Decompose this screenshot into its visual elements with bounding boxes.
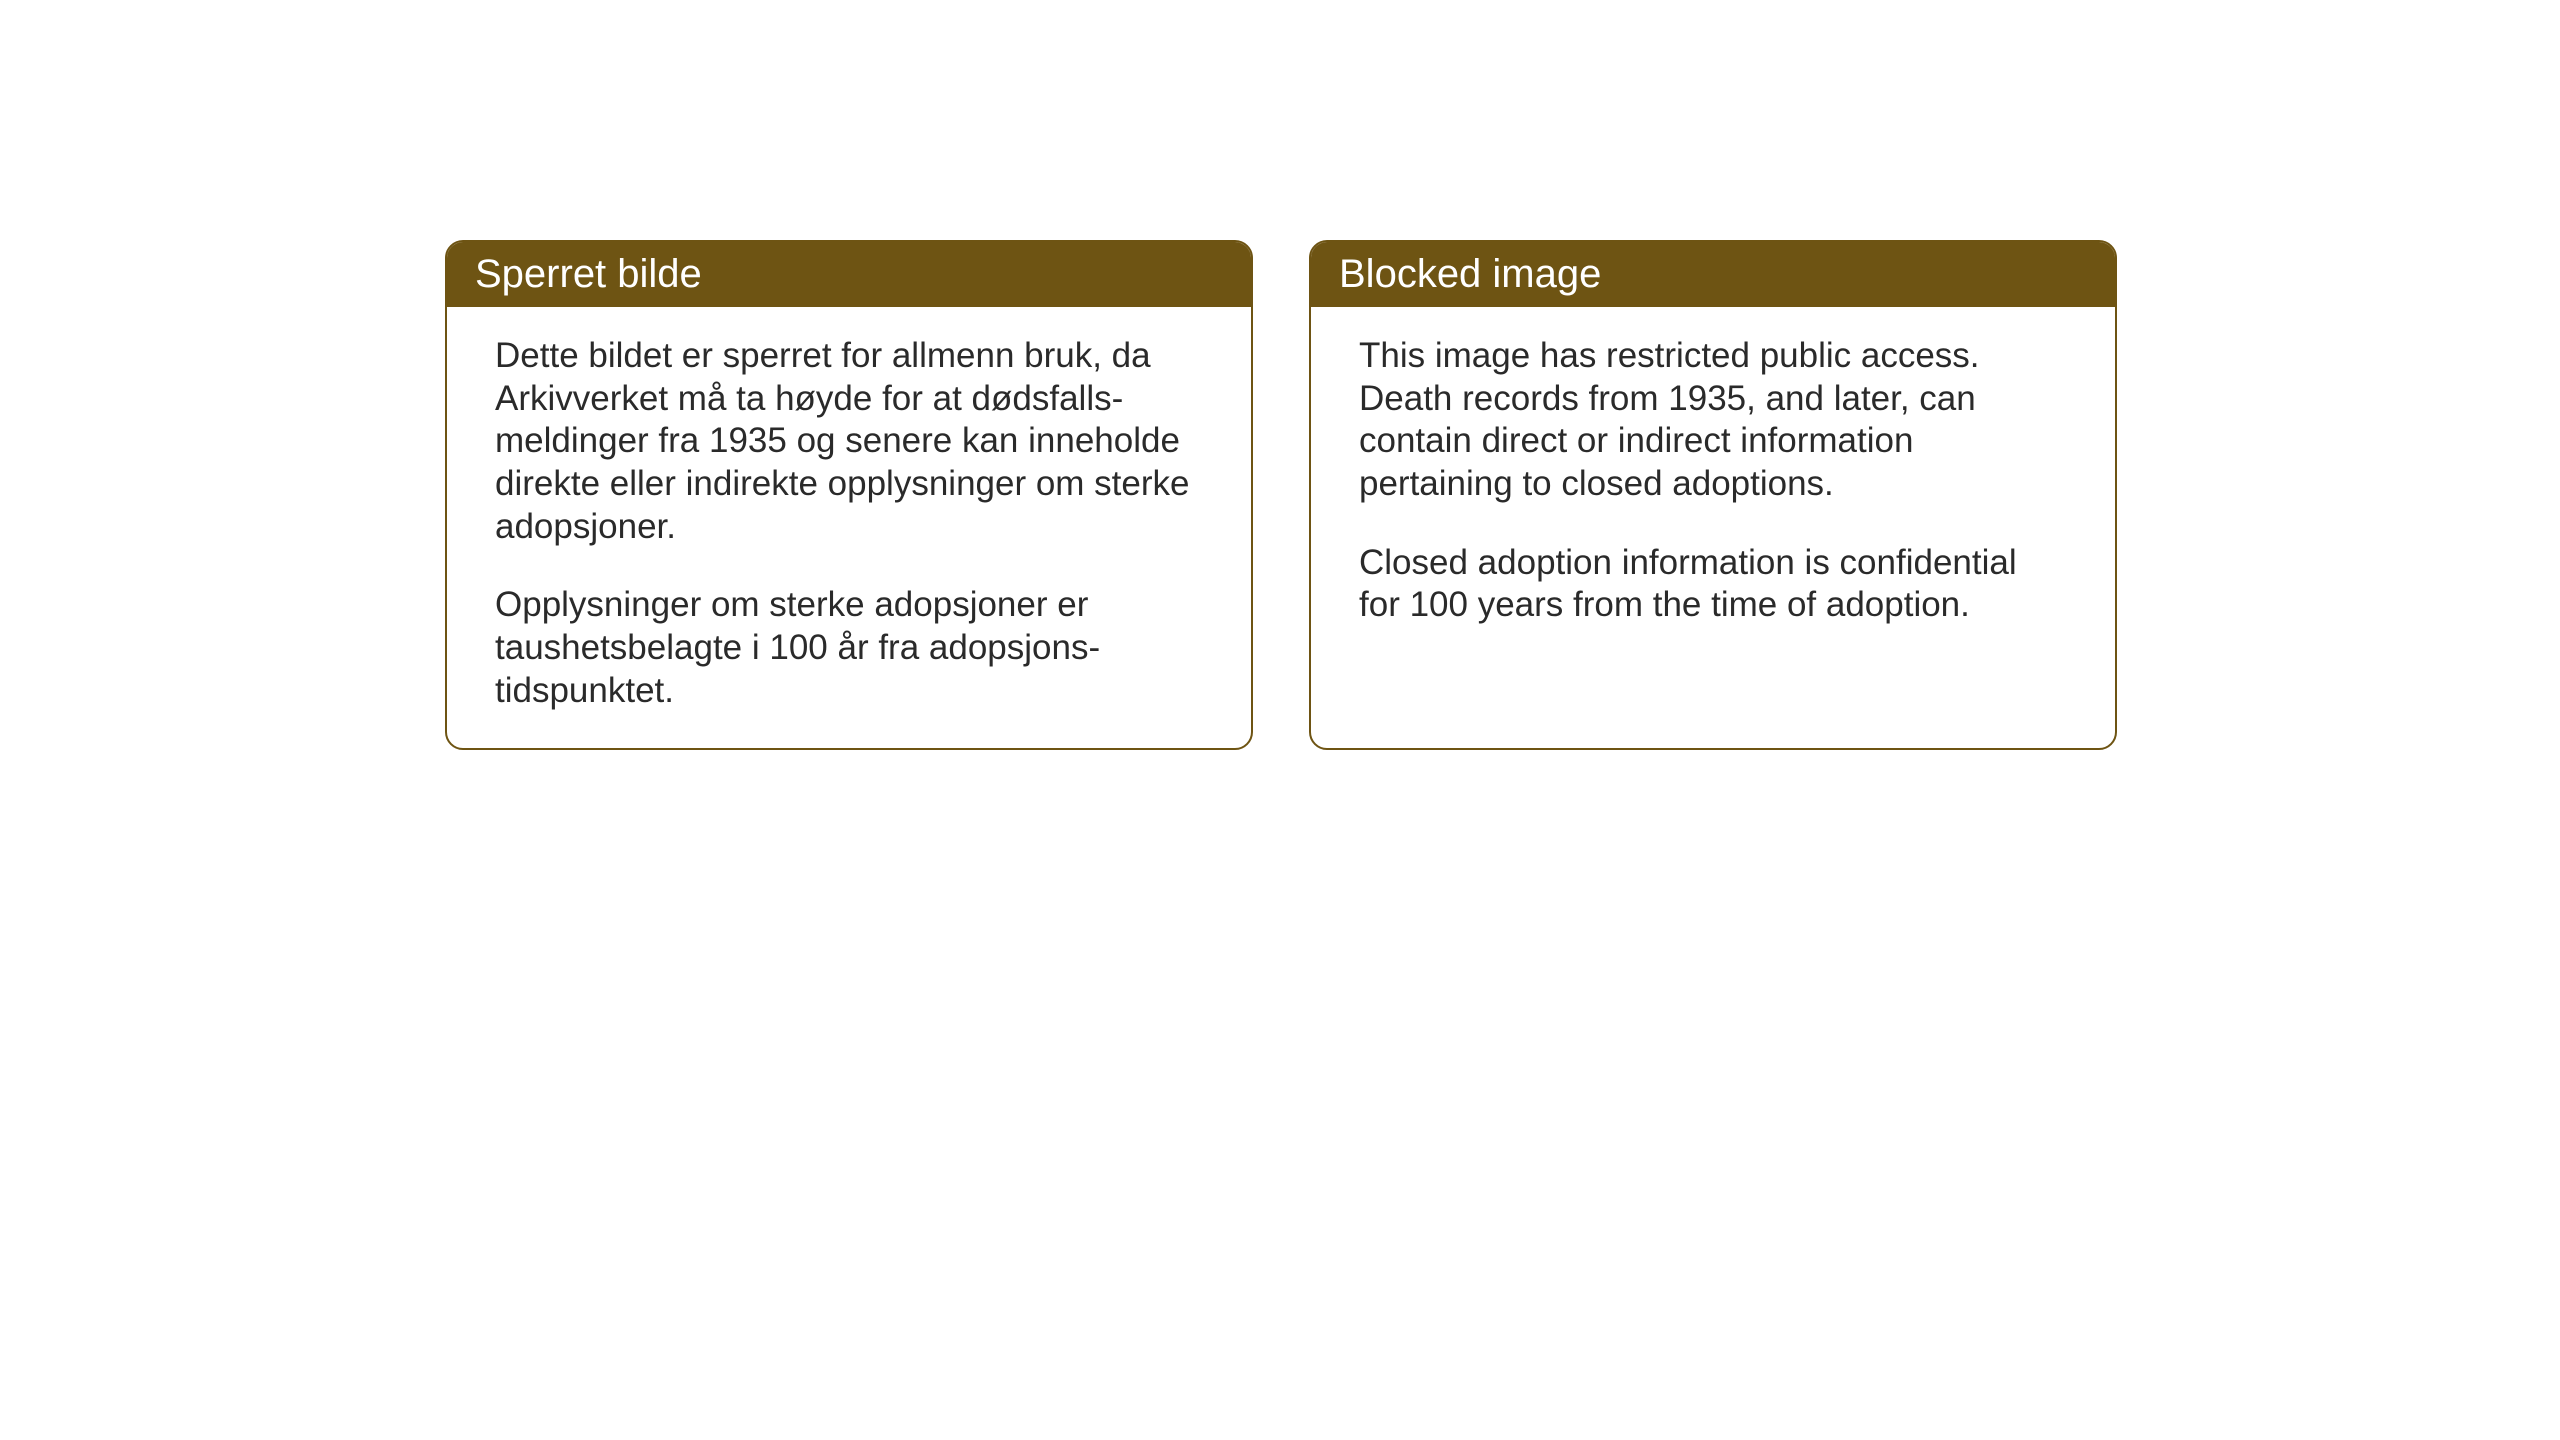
card-header-english: Blocked image <box>1311 242 2115 307</box>
card-paragraph: Dette bildet er sperret for allmenn bruk… <box>495 335 1203 548</box>
card-paragraph: Opplysninger om sterke adopsjoner er tau… <box>495 584 1203 712</box>
info-cards-container: Sperret bilde Dette bildet er sperret fo… <box>445 240 2117 750</box>
card-paragraph: This image has restricted public access.… <box>1359 335 2067 506</box>
card-header-norwegian: Sperret bilde <box>447 242 1251 307</box>
card-body-norwegian: Dette bildet er sperret for allmenn bruk… <box>447 307 1251 749</box>
card-body-english: This image has restricted public access.… <box>1311 307 2115 663</box>
info-card-norwegian: Sperret bilde Dette bildet er sperret fo… <box>445 240 1253 750</box>
card-paragraph: Closed adoption information is confident… <box>1359 542 2067 627</box>
info-card-english: Blocked image This image has restricted … <box>1309 240 2117 750</box>
